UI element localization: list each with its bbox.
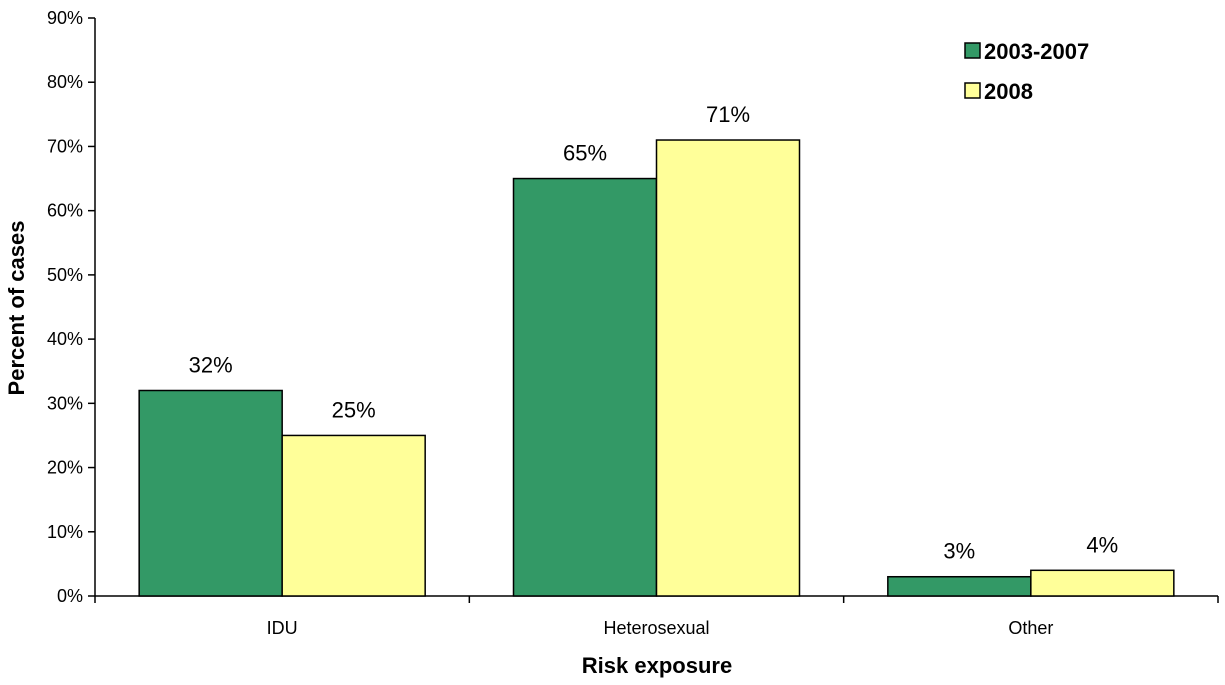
legend-label: 2003-2007 xyxy=(984,39,1089,64)
x-tick-label: IDU xyxy=(267,618,298,638)
data-labels: 32% 25% 65% 71% 3% 4% xyxy=(189,102,1119,564)
data-label: 65% xyxy=(563,141,607,166)
x-tick-label: Other xyxy=(1008,618,1053,638)
x-tick-label: Heterosexual xyxy=(603,618,709,638)
legend-label: 2008 xyxy=(984,79,1033,104)
bar xyxy=(512,177,658,597)
y-tick-label: 60% xyxy=(47,201,83,221)
bar xyxy=(1030,569,1175,597)
y-tick-label: 30% xyxy=(47,393,83,413)
legend: 2003-2007 2008 xyxy=(964,39,1089,104)
y-axis: 0% 10% 20% 30% 40% 50% 60% 70% 80% 90% xyxy=(47,8,96,606)
legend-swatch xyxy=(964,82,981,99)
y-tick-label: 70% xyxy=(47,136,83,156)
x-axis-title: Risk exposure xyxy=(582,653,732,678)
data-label: 3% xyxy=(943,539,975,564)
y-tick-label: 80% xyxy=(47,72,83,92)
bar xyxy=(281,434,426,597)
y-axis-title: Percent of cases xyxy=(4,221,29,396)
bar xyxy=(887,575,1032,597)
y-tick-label: 10% xyxy=(47,522,83,542)
bar xyxy=(655,139,801,597)
data-label: 4% xyxy=(1086,532,1118,557)
y-tick-label: 50% xyxy=(47,265,83,285)
y-tick-label: 20% xyxy=(47,458,83,478)
data-label: 25% xyxy=(332,397,376,422)
data-label: 32% xyxy=(189,352,233,377)
bar xyxy=(138,389,283,597)
y-tick-label: 0% xyxy=(57,586,83,606)
x-axis: IDU Heterosexual Other xyxy=(94,595,1219,638)
data-label: 71% xyxy=(706,102,750,127)
y-tick-label: 90% xyxy=(47,8,83,28)
legend-swatch xyxy=(964,42,981,59)
y-tick-label: 40% xyxy=(47,329,83,349)
bars xyxy=(138,139,1175,597)
